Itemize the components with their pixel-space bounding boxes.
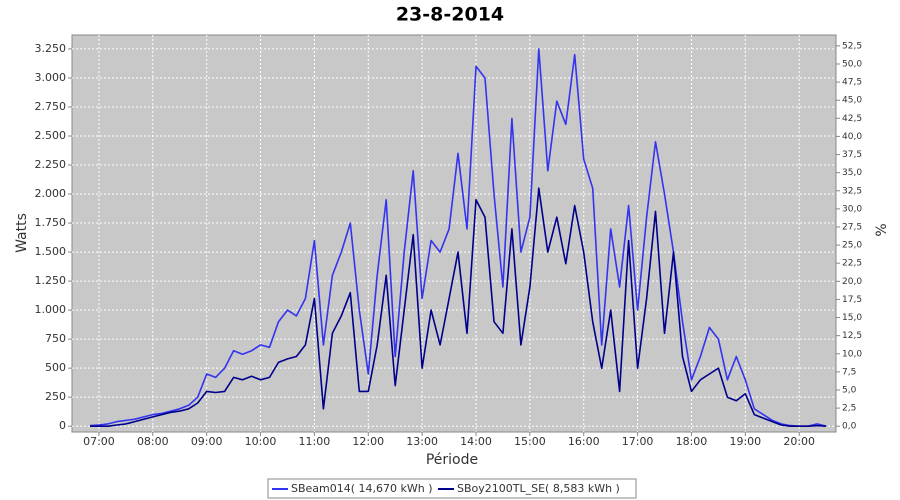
x-tick-label: 20:00	[783, 435, 815, 448]
y2-tick-label: 35,0	[842, 168, 862, 178]
y-tick-label: 0	[59, 419, 66, 432]
y-tick-label: 2.750	[35, 100, 67, 113]
x-tick-label: 10:00	[245, 435, 277, 448]
y2-tick-label: 25,0	[842, 241, 862, 251]
x-tick-label: 08:00	[137, 435, 169, 448]
x-tick-label: 12:00	[352, 435, 384, 448]
y-tick-label: 250	[45, 390, 66, 403]
chart-title: 23-8-2014	[396, 4, 504, 26]
x-tick-label: 07:00	[83, 435, 115, 448]
y-tick-label: 3.000	[35, 71, 67, 84]
y2-tick-label: 12,5	[842, 331, 862, 341]
y-tick-label: 2.250	[35, 158, 67, 171]
y2-tick-label: 27,5	[842, 222, 862, 232]
y-tick-label: 1.750	[35, 216, 67, 229]
series-line	[89, 48, 827, 427]
y-tick-label: 1.250	[35, 274, 67, 287]
x-tick-label: 14:00	[460, 435, 492, 448]
y-tick-label: 750	[45, 332, 66, 345]
x-tick-label: 17:00	[622, 435, 654, 448]
y2-tick-label: 0,0	[842, 422, 857, 432]
y2-tick-label: 37,5	[842, 150, 862, 160]
y-axis-label: Watts	[14, 213, 30, 253]
y2-tick-label: 17,5	[842, 295, 862, 305]
x-tick-label: 18:00	[676, 435, 708, 448]
y-tick-label: 1.000	[35, 303, 67, 316]
y2-tick-label: 45,0	[842, 96, 862, 106]
y-tick-label: 3.250	[35, 42, 67, 55]
x-axis-label: Période	[426, 452, 478, 468]
y2-tick-label: 30,0	[842, 204, 862, 214]
plot-area	[71, 34, 837, 433]
x-tick-label: 11:00	[299, 435, 331, 448]
x-tick-label: 16:00	[568, 435, 600, 448]
x-tick-label: 13:00	[406, 435, 438, 448]
y2-tick-label: 32,5	[842, 186, 862, 196]
y-tick-label: 2.500	[35, 129, 67, 142]
y2-axis-label: %	[874, 223, 890, 236]
y-tick-label: 1.500	[35, 245, 67, 258]
series-line	[90, 187, 827, 427]
legend-label: SBeam014( 14,670 kWh )	[291, 482, 433, 495]
y2-tick-label: 22,5	[842, 259, 862, 269]
y2-tick-label: 7,5	[842, 367, 856, 377]
y2-tick-label: 42,5	[842, 114, 862, 124]
x-tick-label: 19:00	[729, 435, 761, 448]
y2-tick-label: 50,0	[842, 59, 862, 69]
y2-tick-label: 40,0	[842, 132, 862, 142]
y2-tick-label: 5,0	[842, 385, 857, 395]
legend-label: SBoy2100TL_SE( 8,583 kWh )	[457, 482, 620, 495]
y-tick-label: 2.000	[35, 187, 67, 200]
y2-tick-label: 10,0	[842, 349, 862, 359]
y2-tick-label: 20,0	[842, 277, 862, 287]
x-tick-label: 15:00	[514, 435, 546, 448]
x-tick-label: 09:00	[191, 435, 223, 448]
y2-tick-label: 52,5	[842, 41, 862, 51]
y2-tick-label: 47,5	[842, 78, 862, 88]
y2-tick-label: 15,0	[842, 313, 862, 323]
y2-tick-label: 2,5	[842, 404, 856, 414]
y-tick-label: 500	[45, 361, 66, 374]
